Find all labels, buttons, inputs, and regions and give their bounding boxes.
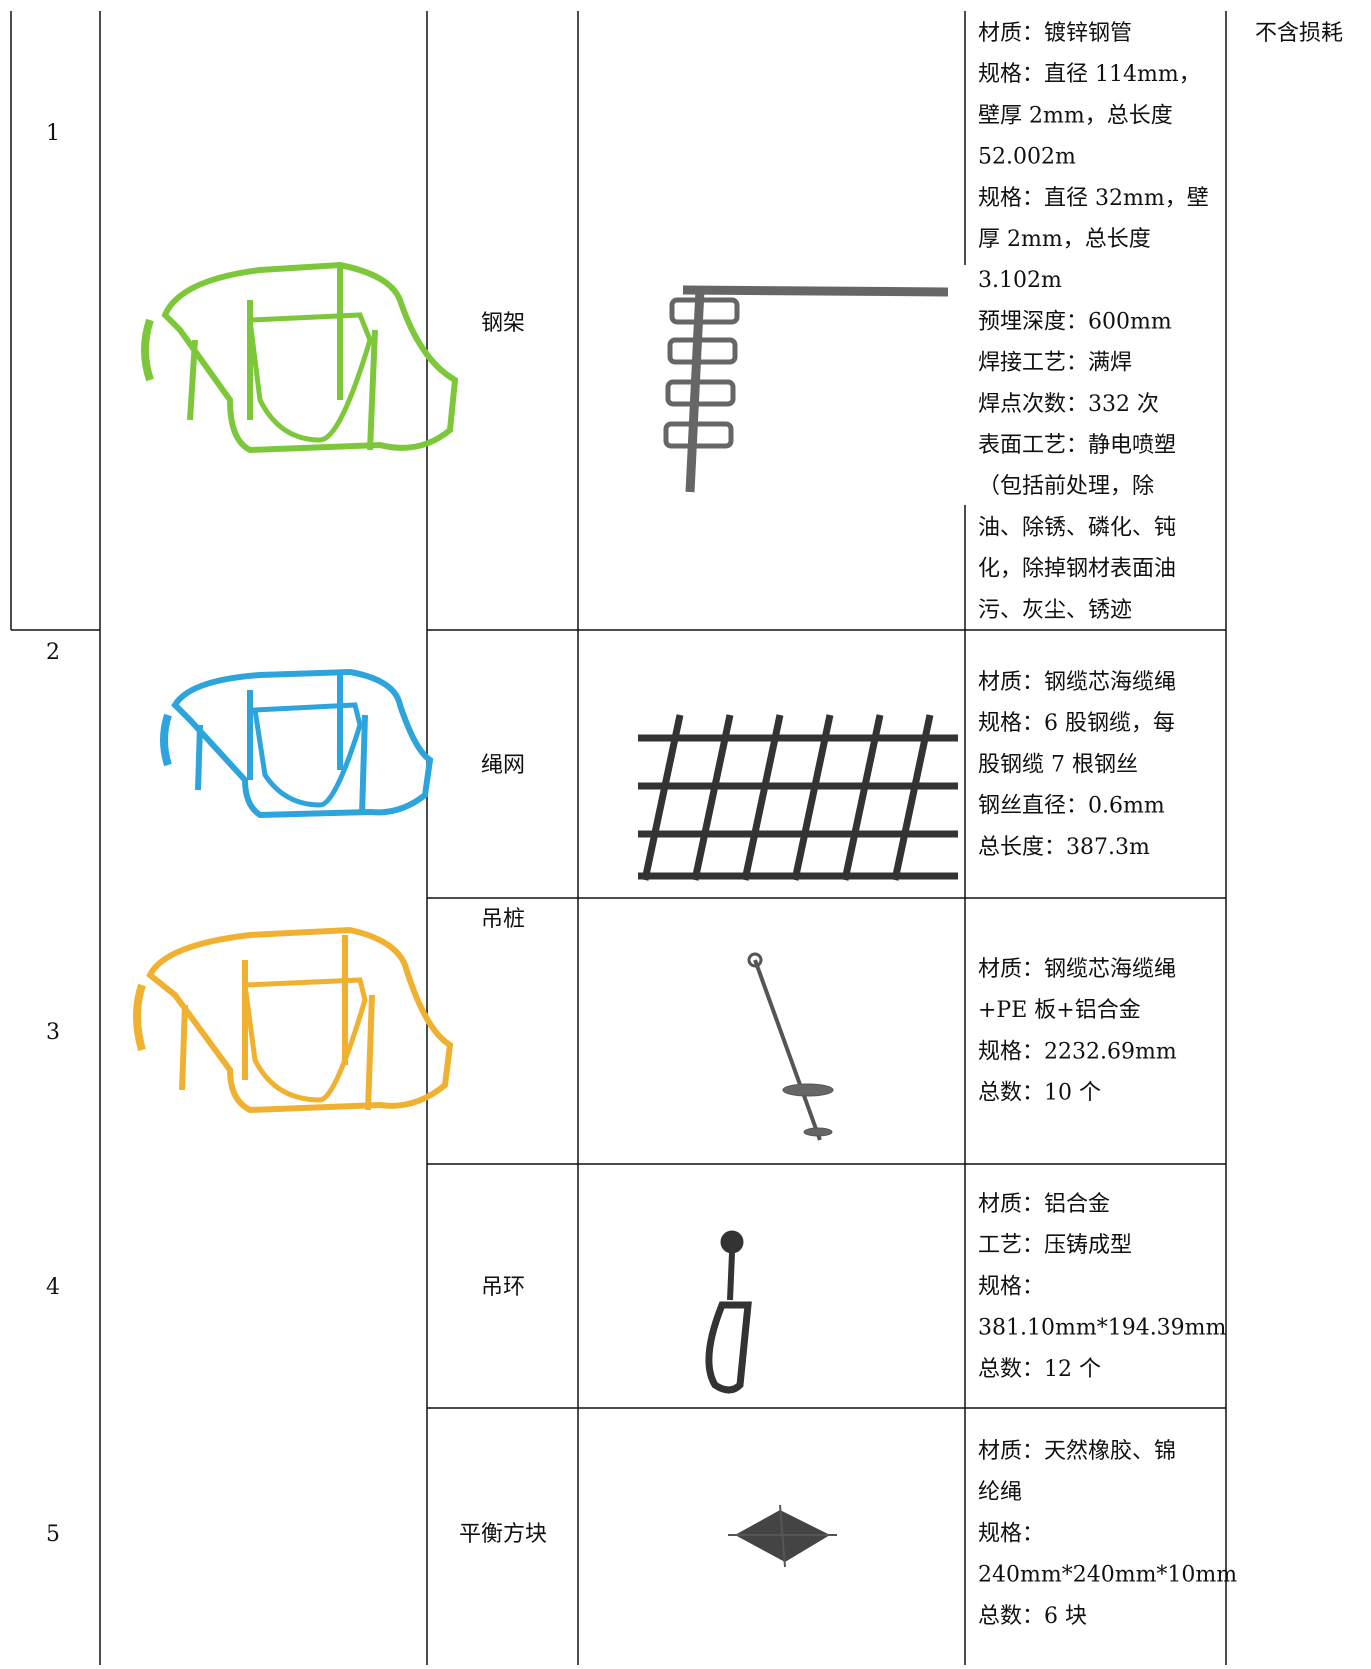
spec-line: 总数：12 个	[978, 1357, 1101, 1382]
spec-line: 股钢缆 7 根钢丝	[978, 752, 1138, 777]
spec-line: 52.002m	[978, 145, 1076, 170]
row-number: 5	[46, 1522, 60, 1547]
spec-line: 规格：	[978, 1274, 1044, 1299]
item-name: 吊桩	[481, 907, 525, 932]
row-number: 1	[46, 121, 60, 146]
spec-line: 材质：天然橡胶、锦	[978, 1439, 1176, 1464]
item-name: 吊环	[481, 1275, 525, 1300]
spec-line: 油、除锈、磷化、钝	[978, 515, 1176, 540]
spec-line: （包括前处理，除	[978, 474, 1154, 499]
structure-green	[141, 261, 459, 454]
structure-blue	[160, 668, 434, 819]
row-number: 3	[46, 1020, 60, 1045]
spec-line: 规格：2232.69mm	[978, 1039, 1177, 1064]
item-name: 钢架	[481, 311, 525, 336]
spec-line: 焊接工艺：满焊	[978, 351, 1132, 376]
spec-line: 壁厚 2mm，总长度	[978, 103, 1173, 128]
spec-line: 规格：6 股钢缆，每	[978, 711, 1175, 736]
spec-line: 污、灰尘、锈迹	[978, 598, 1132, 623]
spec-line: +PE 板+铝合金	[978, 998, 1141, 1023]
spec-line: 表面工艺：静电喷塑	[978, 433, 1176, 458]
spec-line: 规格：	[978, 1521, 1044, 1546]
balance-block-icon	[728, 1504, 837, 1568]
spec-line: 材质：铝合金	[978, 1192, 1110, 1217]
hanging-pile-icon	[747, 952, 834, 1141]
structure-orange	[133, 926, 454, 1114]
spec-line: 总数：10 个	[978, 1081, 1101, 1106]
spec-line: 材质：镀锌钢管	[978, 21, 1132, 46]
spec-line: 总长度：387.3m	[978, 835, 1150, 860]
item-name: 绳网	[481, 753, 525, 778]
spec-line: 预埋深度：600mm	[978, 309, 1172, 334]
spec-line: 工艺：压铸成型	[978, 1233, 1132, 1258]
row-number: 2	[46, 640, 60, 665]
spec-line: 厚 2mm，总长度	[978, 227, 1151, 252]
note: 不含损耗	[1255, 21, 1343, 46]
spec-line: 3.102m	[978, 268, 1062, 293]
hanging-ring-icon	[705, 1230, 752, 1394]
spec-line: 240mm*240mm*10mm	[978, 1563, 1237, 1588]
item-name: 平衡方块	[459, 1522, 547, 1547]
spec-line: 规格：直径 114mm，	[978, 62, 1201, 87]
net-icon	[638, 714, 958, 881]
spec-line: 焊点次数：332 次	[978, 392, 1159, 417]
spec-line: 钢丝直径：0.6mm	[978, 794, 1165, 819]
frame-part-icon	[663, 285, 949, 493]
spec-line: 材质：钢缆芯海缆绳	[978, 670, 1176, 695]
row-number: 4	[46, 1275, 60, 1300]
spec-line: 总数：6 块	[978, 1604, 1087, 1629]
spec-line: 化，除掉钢材表面油	[978, 557, 1176, 582]
table-borders	[10, 11, 1227, 1665]
spec-line: 规格：直径 32mm，壁	[978, 186, 1209, 211]
spec-line: 381.10mm*194.39mm	[978, 1316, 1227, 1341]
spec-line: 纶绳	[978, 1480, 1022, 1505]
spec-line: 材质：钢缆芯海缆绳	[978, 957, 1176, 982]
